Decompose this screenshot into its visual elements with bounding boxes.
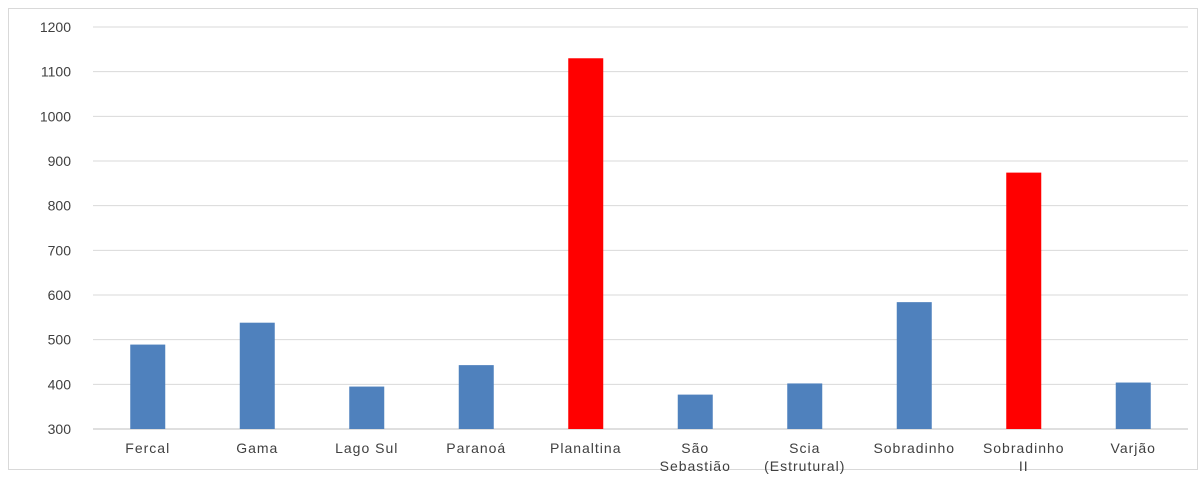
x-tick-label: Lago Sul [335, 440, 398, 456]
bar [349, 386, 385, 429]
y-tick-label: 800 [48, 198, 72, 214]
x-tick-label: Sobradinho II [983, 440, 1065, 474]
y-tick-label: 300 [48, 421, 72, 437]
bar [1115, 382, 1151, 429]
gridlines [93, 26, 1188, 430]
x-tick-label: Planaltina [550, 440, 622, 456]
x-tick-label: Scia (Estrutural) [764, 440, 845, 474]
bar [130, 344, 166, 429]
y-tick-label: 700 [48, 242, 72, 258]
y-tick-label: 500 [48, 332, 72, 348]
x-tick-label: Sobradinho [873, 440, 955, 456]
x-tick-label: Gama [236, 440, 278, 456]
bar [568, 58, 604, 430]
x-axis-labels: Fercal Gama Lago Sul Paranoá Planaltina São Se… [125, 440, 1156, 474]
bar [787, 383, 823, 429]
bar [896, 302, 932, 429]
x-tick-label: Fercal [125, 440, 170, 456]
y-tick-label: 1200 [40, 19, 71, 35]
y-tick-label: 600 [48, 287, 72, 303]
x-tick-label: São Sebastião [660, 440, 731, 474]
y-axis-ticks: 300 400 500 600 700 800 900 1000 1100 1200 [40, 19, 71, 437]
y-tick-label: 1000 [40, 108, 71, 124]
y-tick-label: 400 [48, 376, 72, 392]
bar [239, 322, 275, 429]
y-tick-label: 900 [48, 153, 72, 169]
x-tick-label: Paranoá [446, 440, 506, 456]
bar [1006, 172, 1042, 429]
bar [677, 394, 713, 429]
y-tick-label: 1100 [41, 64, 71, 80]
bars [130, 58, 1151, 430]
bar [458, 365, 494, 429]
x-tick-label: Varjão [1111, 440, 1156, 456]
